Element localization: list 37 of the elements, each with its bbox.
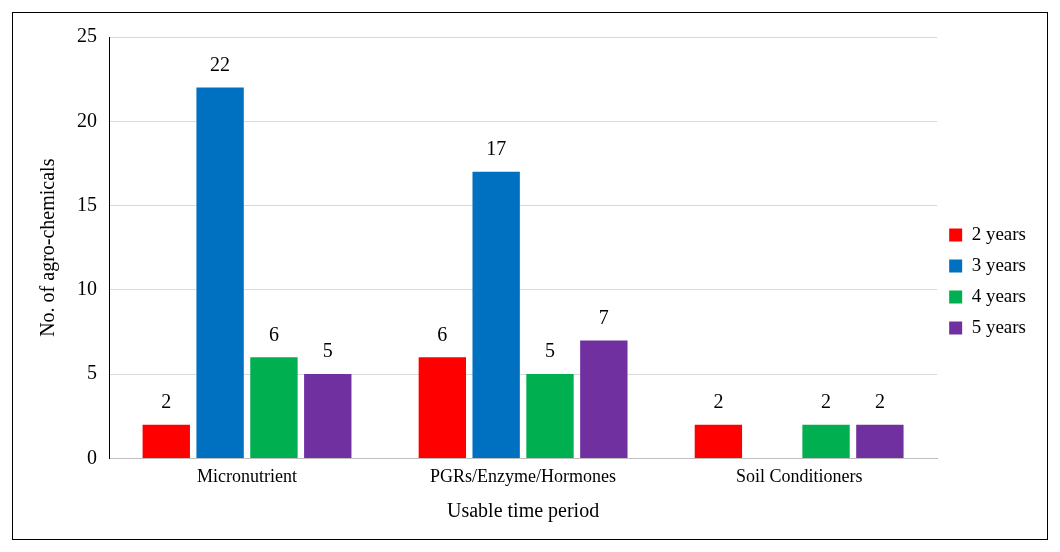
x-tick-label: PGRs/Enzyme/Hormones [430,465,617,486]
bar [418,357,467,458]
y-tick-label: 15 [77,192,97,215]
data-label: 17 [486,137,507,160]
y-tick-label: 5 [87,361,97,384]
x-tick-label: Micronutrient [197,465,298,486]
legend-label: 2 years [971,222,1027,244]
bar [142,424,190,458]
data-label: 22 [210,52,231,75]
bar [472,171,520,458]
bar [580,340,628,458]
data-label: 7 [598,305,609,328]
data-label: 5 [545,339,555,362]
y-tick-label: 10 [77,277,97,300]
y-tick-label: 20 [77,108,97,131]
bar [526,374,574,458]
bar [802,424,850,458]
bar [304,374,352,458]
data-label: 2 [713,389,724,412]
legend-label: 4 years [971,284,1027,306]
bar [196,87,244,458]
data-label: 2 [874,389,885,412]
data-label: 5 [322,339,333,362]
data-label: 6 [437,322,448,345]
y-axis-title: No. of agro-chemicals [36,158,60,337]
data-label: 6 [268,322,279,345]
legend-label: 3 years [971,253,1027,275]
x-axis-title: Usable time period [446,499,600,523]
bar [250,357,298,458]
bar [856,424,904,458]
x-tick-label: Soil Conditioners [735,465,863,486]
data-label: 2 [821,389,832,412]
bar [694,424,743,458]
data-label: 2 [161,389,172,412]
y-tick-label: 25 [77,24,97,47]
y-tick-label: 0 [87,445,97,468]
legend-label: 5 years [971,315,1027,337]
